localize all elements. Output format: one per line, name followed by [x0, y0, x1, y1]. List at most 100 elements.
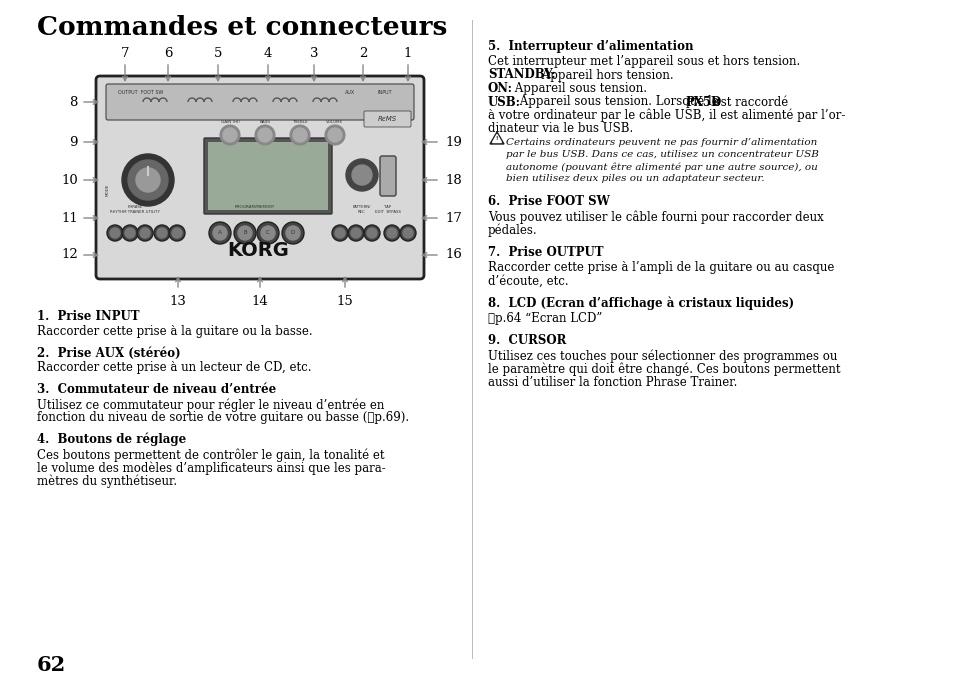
Circle shape	[402, 228, 413, 238]
Text: 14: 14	[252, 295, 268, 308]
Text: 15: 15	[336, 295, 353, 308]
Text: à votre ordinateur par le câble USB, il est alimenté par l’or-: à votre ordinateur par le câble USB, il …	[488, 109, 844, 123]
Circle shape	[137, 225, 152, 241]
Text: OUTPUT  FOOT SW: OUTPUT FOOT SW	[118, 90, 163, 95]
Text: 3: 3	[310, 47, 318, 60]
FancyBboxPatch shape	[106, 84, 414, 120]
Text: 1: 1	[403, 47, 412, 60]
Text: 2: 2	[358, 47, 367, 60]
Text: pédales.: pédales.	[488, 223, 537, 237]
FancyBboxPatch shape	[204, 138, 332, 214]
Text: TAP
EDIT  BYPASS: TAP EDIT BYPASS	[375, 205, 400, 214]
Text: 4: 4	[264, 47, 272, 60]
Circle shape	[136, 168, 160, 192]
Circle shape	[125, 228, 135, 238]
Text: ON:: ON:	[488, 82, 513, 95]
Text: 16: 16	[444, 248, 461, 261]
Polygon shape	[490, 132, 503, 144]
Circle shape	[209, 222, 231, 244]
Circle shape	[254, 125, 274, 145]
Text: 7: 7	[121, 47, 129, 60]
Text: Vous pouvez utiliser le câble fourni pour raccorder deux: Vous pouvez utiliser le câble fourni pou…	[488, 210, 822, 223]
Circle shape	[107, 225, 123, 241]
Circle shape	[332, 225, 348, 241]
Text: 13: 13	[170, 295, 186, 308]
Text: par le bus USB. Dans ce cas, utilisez un concentrateur USB: par le bus USB. Dans ce cas, utilisez un…	[505, 150, 818, 159]
Text: Certains ordinateurs peuvent ne pas fournir d’alimentation: Certains ordinateurs peuvent ne pas four…	[505, 138, 817, 147]
Circle shape	[352, 165, 372, 185]
Text: 7.  Prise OUTPUT: 7. Prise OUTPUT	[488, 246, 603, 259]
Text: Appareil hors tension.: Appareil hors tension.	[537, 68, 673, 81]
Circle shape	[110, 228, 120, 238]
Text: PATTERN/
REC: PATTERN/ REC	[353, 205, 371, 214]
FancyBboxPatch shape	[379, 156, 395, 196]
Text: Appareil sous tension.: Appareil sous tension.	[511, 82, 646, 95]
Circle shape	[384, 225, 399, 241]
Circle shape	[325, 125, 345, 145]
Text: USB:: USB:	[488, 95, 520, 108]
Text: B: B	[243, 230, 247, 236]
Text: Utilisez ces touches pour sélectionner des programmes ou: Utilisez ces touches pour sélectionner d…	[488, 349, 837, 363]
Text: 19: 19	[444, 135, 461, 148]
Text: VOLUME: VOLUME	[326, 120, 343, 124]
Text: Ces boutons permettent de contrôler le gain, la tonalité et: Ces boutons permettent de contrôler le g…	[37, 448, 384, 462]
Text: PHRASE
RHYTHM TRAINER UTILITY: PHRASE RHYTHM TRAINER UTILITY	[110, 205, 160, 214]
Circle shape	[122, 225, 138, 241]
Circle shape	[223, 128, 236, 142]
Text: 5.  Interrupteur d’alimentation: 5. Interrupteur d’alimentation	[488, 40, 693, 53]
Text: MODE: MODE	[106, 183, 110, 196]
Text: INPUT: INPUT	[377, 90, 393, 95]
Text: Raccorder cette prise à un lecteur de CD, etc.: Raccorder cette prise à un lecteur de CD…	[37, 362, 312, 374]
Text: GAIN (HI): GAIN (HI)	[220, 120, 239, 124]
Text: 4.  Boutons de réglage: 4. Boutons de réglage	[37, 433, 186, 447]
Text: 1.  Prise INPUT: 1. Prise INPUT	[37, 310, 139, 323]
Circle shape	[153, 225, 170, 241]
Text: dinateur via le bus USB.: dinateur via le bus USB.	[488, 123, 633, 135]
Text: AUX: AUX	[345, 90, 355, 95]
Circle shape	[286, 226, 299, 240]
Text: Appareil sous tension. Lorsque le: Appareil sous tension. Lorsque le	[516, 95, 721, 108]
FancyBboxPatch shape	[208, 142, 328, 210]
Circle shape	[122, 154, 173, 206]
Text: autonome (pouvant être alimenté par une autre source), ou: autonome (pouvant être alimenté par une …	[505, 162, 817, 171]
Circle shape	[293, 128, 307, 142]
Text: BASS: BASS	[259, 120, 271, 124]
Circle shape	[367, 228, 376, 238]
Circle shape	[169, 225, 185, 241]
Circle shape	[220, 125, 240, 145]
Circle shape	[237, 226, 252, 240]
Circle shape	[261, 226, 274, 240]
Text: fonction du niveau de sortie de votre guitare ou basse (☞p.69).: fonction du niveau de sortie de votre gu…	[37, 412, 409, 424]
Circle shape	[348, 225, 364, 241]
Text: bien utilisez deux piles ou un adaptateur secteur.: bien utilisez deux piles ou un adaptateu…	[505, 174, 763, 183]
Circle shape	[172, 228, 182, 238]
Text: C: C	[266, 230, 270, 236]
Text: le volume des modèles d’amplificateurs ainsi que les para-: le volume des modèles d’amplificateurs a…	[37, 462, 385, 475]
Text: 11: 11	[61, 211, 78, 225]
Circle shape	[157, 228, 167, 238]
Text: mètres du synthétiseur.: mètres du synthétiseur.	[37, 475, 177, 489]
Text: 6.  Prise FOOT SW: 6. Prise FOOT SW	[488, 195, 609, 208]
Text: 62: 62	[37, 655, 66, 675]
Text: 9.  CURSOR: 9. CURSOR	[488, 334, 566, 347]
Circle shape	[257, 128, 272, 142]
Circle shape	[140, 228, 150, 238]
Text: 17: 17	[444, 211, 461, 225]
Text: 18: 18	[444, 173, 461, 186]
Circle shape	[233, 222, 255, 244]
Text: ☞p.64 “Ecran LCD”: ☞p.64 “Ecran LCD”	[488, 312, 601, 325]
Polygon shape	[492, 135, 501, 142]
Circle shape	[335, 228, 345, 238]
Text: Raccorder cette prise à l’ampli de la guitare ou au casque: Raccorder cette prise à l’ampli de la gu…	[488, 261, 834, 274]
Text: 10: 10	[61, 173, 78, 186]
Text: !: !	[496, 137, 497, 141]
Text: est raccordé: est raccordé	[709, 95, 787, 108]
Text: A: A	[218, 230, 222, 236]
Circle shape	[213, 226, 227, 240]
Text: 6: 6	[164, 47, 172, 60]
Circle shape	[364, 225, 379, 241]
Text: d’écoute, etc.: d’écoute, etc.	[488, 274, 568, 288]
Circle shape	[282, 222, 304, 244]
Text: Cet interrupteur met l’appareil sous et hors tension.: Cet interrupteur met l’appareil sous et …	[488, 55, 800, 68]
Text: 3.  Commutateur de niveau d’entrée: 3. Commutateur de niveau d’entrée	[37, 383, 276, 396]
